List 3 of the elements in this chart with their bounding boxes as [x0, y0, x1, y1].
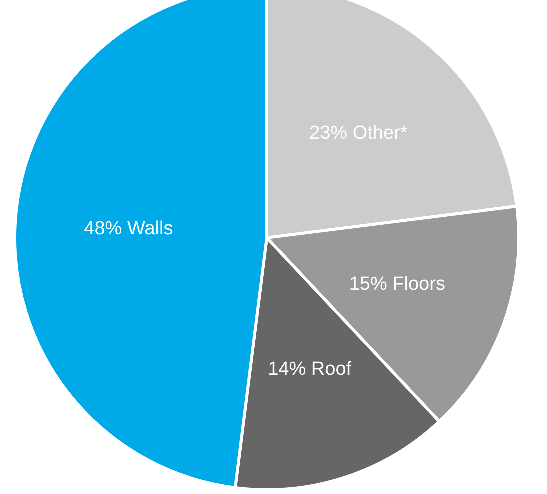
slice-label: 15% Floors	[349, 274, 446, 295]
slice-label: 14% Roof	[268, 358, 352, 380]
slice-label: 48% Walls	[84, 218, 174, 240]
